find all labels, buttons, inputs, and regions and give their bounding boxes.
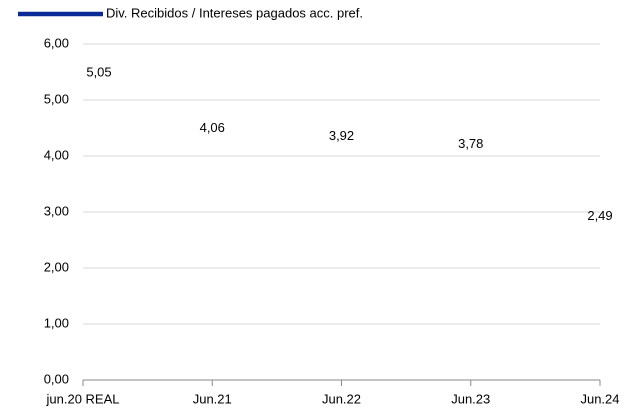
data-label: 4,06 bbox=[200, 120, 225, 135]
y-tick-label: 3,00 bbox=[44, 203, 69, 218]
data-label: 3,78 bbox=[458, 136, 483, 151]
y-tick-label: 1,00 bbox=[44, 315, 69, 330]
x-tick-label: Jun.22 bbox=[322, 391, 361, 406]
y-tick-label: 2,00 bbox=[44, 259, 69, 274]
data-label: 2,49 bbox=[587, 208, 612, 223]
y-tick-label: 5,00 bbox=[44, 91, 69, 106]
x-tick-label: Jun.23 bbox=[451, 391, 490, 406]
x-tick-label: jun.20 REAL bbox=[46, 391, 120, 406]
x-tick-label: Jun.24 bbox=[580, 391, 619, 406]
legend-label: Div. Recibidos / Intereses pagados acc. … bbox=[106, 5, 363, 20]
y-tick-label: 0,00 bbox=[44, 371, 69, 386]
x-tick-label: Jun.21 bbox=[193, 391, 232, 406]
y-tick-label: 4,00 bbox=[44, 147, 69, 162]
data-label: 5,05 bbox=[86, 65, 111, 80]
y-tick-label: 6,00 bbox=[44, 35, 69, 50]
data-label: 3,92 bbox=[329, 128, 354, 143]
